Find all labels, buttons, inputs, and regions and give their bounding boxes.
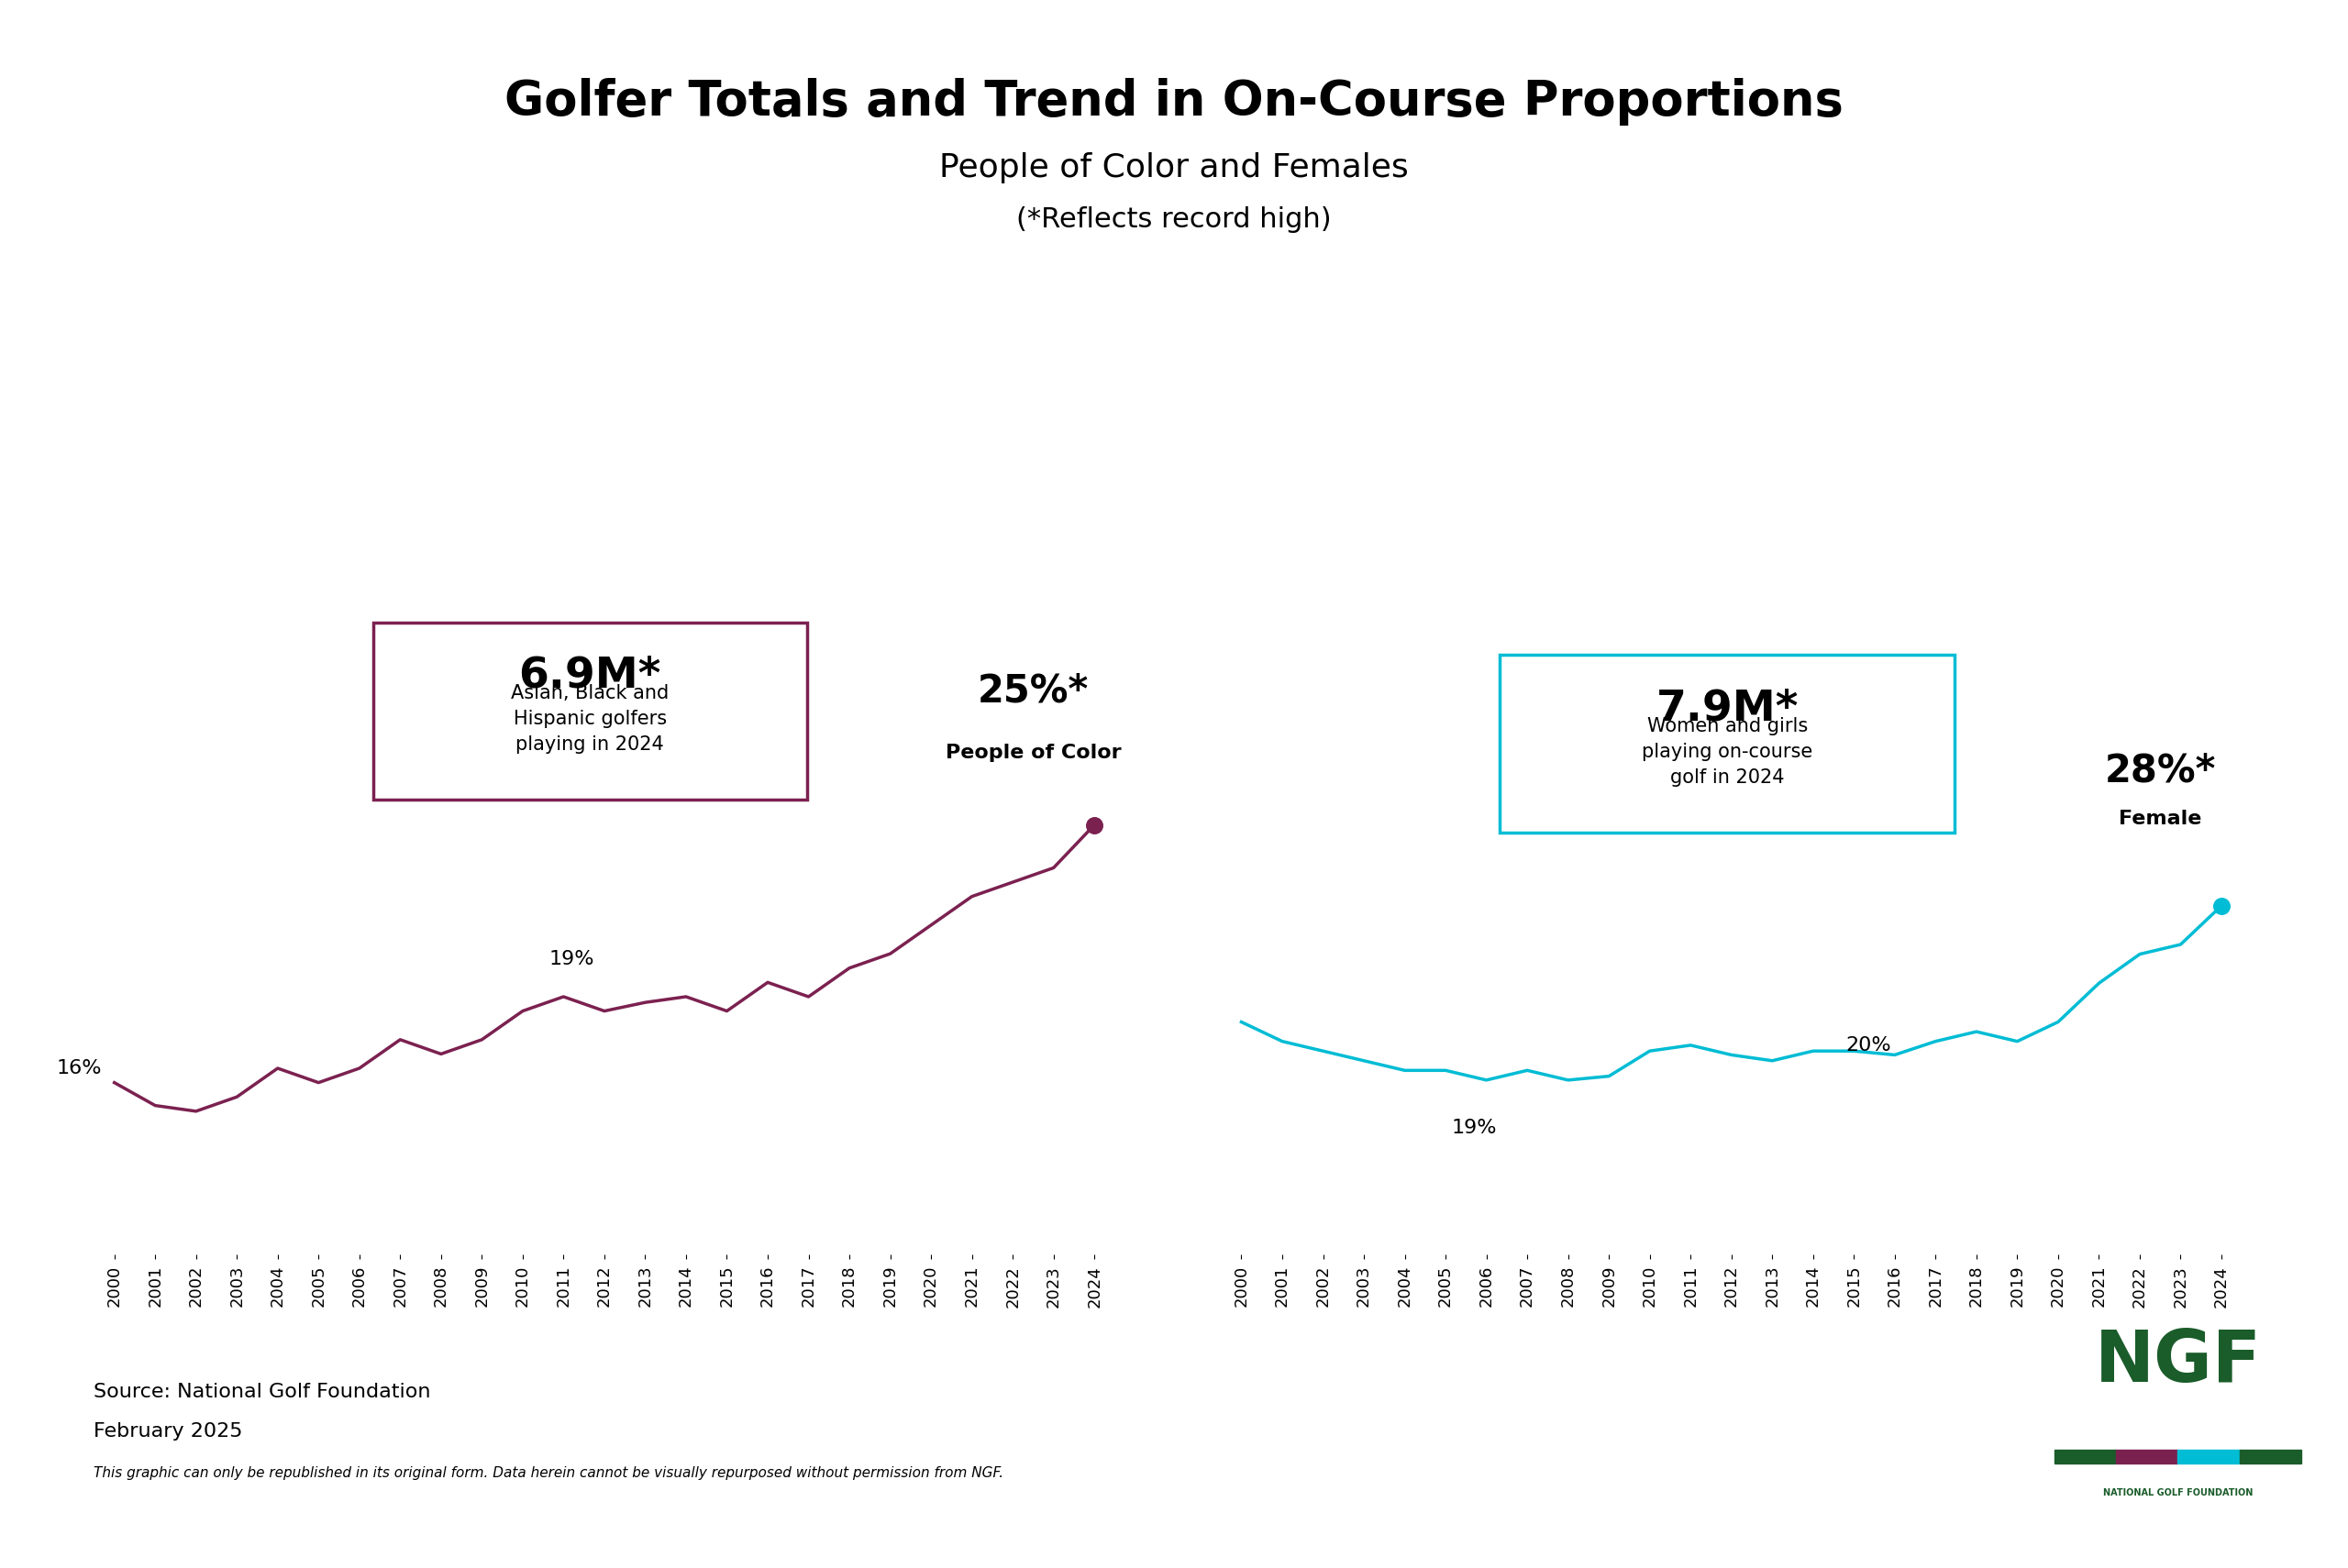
Text: People of Color and Females: People of Color and Females	[939, 152, 1409, 183]
Text: Golfer Totals and Trend in On-Course Proportions: Golfer Totals and Trend in On-Course Pro…	[505, 78, 1843, 125]
Text: 7.9M*: 7.9M*	[1655, 688, 1799, 729]
Point	[1075, 812, 1113, 837]
Bar	[2116, 1449, 2177, 1465]
Text: NATIONAL GOLF FOUNDATION: NATIONAL GOLF FOUNDATION	[2104, 1488, 2252, 1497]
Text: Female: Female	[2118, 811, 2202, 828]
Text: (*Reflects record high): (*Reflects record high)	[1017, 207, 1331, 232]
Text: Women and girls
playing on-course
golf in 2024: Women and girls playing on-course golf i…	[1641, 717, 1813, 787]
Bar	[2054, 1449, 2116, 1465]
Point	[2202, 894, 2240, 919]
Text: Source: National Golf Foundation: Source: National Golf Foundation	[94, 1383, 432, 1402]
Text: 16%: 16%	[56, 1058, 101, 1077]
Text: 19%: 19%	[1451, 1120, 1496, 1137]
Text: 28%*: 28%*	[2104, 751, 2217, 790]
Text: 6.9M*: 6.9M*	[519, 655, 662, 696]
Text: This graphic can only be republished in its original form. Data herein cannot be: This graphic can only be republished in …	[94, 1466, 1005, 1480]
Text: People of Color: People of Color	[946, 743, 1120, 762]
Text: 25%*: 25%*	[977, 671, 1089, 710]
FancyBboxPatch shape	[1500, 655, 1954, 833]
Text: 19%: 19%	[549, 950, 594, 967]
FancyBboxPatch shape	[373, 622, 808, 800]
Bar	[2179, 1449, 2240, 1465]
Text: 20%: 20%	[1846, 1036, 1890, 1054]
Bar	[2240, 1449, 2301, 1465]
Text: NGF: NGF	[2094, 1327, 2261, 1397]
Text: Asian, Black and
Hispanic golfers
playing in 2024: Asian, Black and Hispanic golfers playin…	[512, 684, 669, 754]
Text: February 2025: February 2025	[94, 1422, 242, 1441]
